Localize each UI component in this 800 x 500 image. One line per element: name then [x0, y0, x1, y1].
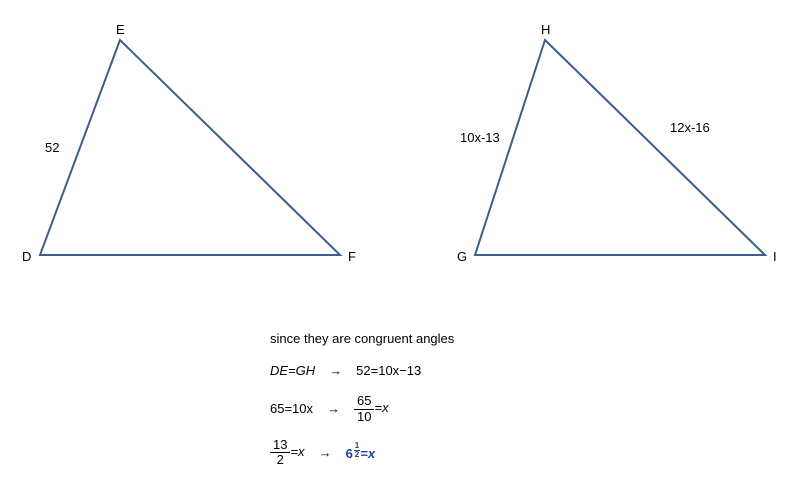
arrow-icon: → [327, 400, 340, 418]
solution-line1-left: DE=GH [270, 362, 315, 380]
solution-answer: 612=x [346, 442, 376, 463]
vertex-i-label: I [773, 249, 777, 264]
solution-block: since they are congruent angles DE=GH → … [270, 330, 770, 482]
triangle-def [40, 40, 340, 255]
vertex-e-label: E [116, 22, 125, 37]
side-hi-label: 12x-16 [670, 120, 710, 135]
vertex-g-label: G [457, 249, 467, 264]
fraction-13-2: 13 2 [270, 438, 290, 468]
side-gh-label: 10x-13 [460, 130, 500, 145]
vertex-d-label: D [22, 249, 31, 264]
fraction-65-10: 65 10 [354, 394, 374, 424]
arrow-icon: → [329, 362, 342, 380]
solution-line2-right: 65 10 =x [354, 394, 389, 424]
solution-intro: since they are congruent angles [270, 330, 454, 348]
solution-line3-left: 13 2 =x [270, 438, 305, 468]
solution-line2-left: 65=10x [270, 400, 313, 418]
side-de-label: 52 [45, 140, 59, 155]
arrow-icon: → [319, 444, 332, 462]
solution-line1-right: 52=10x−13 [356, 362, 421, 380]
figure-canvas: E D F 52 H G I 10x-13 12x-16 since they … [0, 0, 800, 500]
triangle-ghi [475, 40, 765, 255]
vertex-h-label: H [541, 22, 550, 37]
vertex-f-label: F [348, 249, 356, 264]
